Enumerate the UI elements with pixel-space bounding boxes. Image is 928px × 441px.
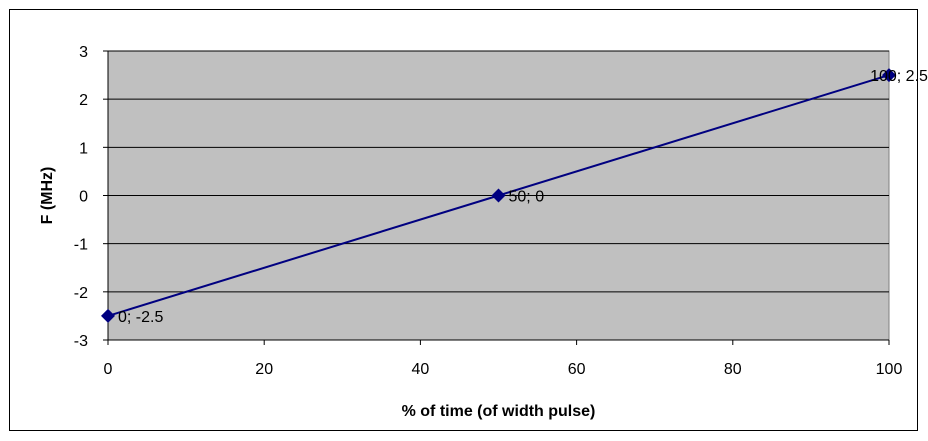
- y-tick-label: 0: [79, 189, 88, 206]
- data-point-marker: [882, 68, 896, 83]
- y-tick-label: -1: [74, 237, 88, 254]
- data-label: 50; 0: [509, 189, 545, 206]
- data-labels: 0; -2.5 50; 0 100; 2.5: [118, 68, 928, 326]
- data-point-marker: [101, 308, 115, 323]
- y-tick-label: -3: [74, 333, 88, 350]
- x-tick-label: 80: [724, 361, 742, 378]
- x-tick-label: 60: [568, 361, 586, 378]
- y-tick-label: 1: [79, 140, 88, 157]
- data-label: 0; -2.5: [118, 309, 163, 326]
- x-tick-label: 40: [412, 361, 430, 378]
- y-tick-label: 3: [79, 44, 88, 61]
- data-label: 100; 2.5: [870, 68, 928, 85]
- x-tick-label: 20: [255, 361, 273, 378]
- x-tick-label: 100: [876, 361, 903, 378]
- x-axis-title: % of time (of width pulse): [402, 403, 596, 420]
- tick-labels: 3 2 1 0 -1 -2 -3 0 20 40 60 80 100: [74, 44, 903, 378]
- y-tick-label: -2: [74, 285, 88, 302]
- y-tick-label: 2: [79, 92, 88, 109]
- y-axis-title: F (MHz): [39, 167, 56, 225]
- data-point-marker: [491, 188, 506, 203]
- data-markers: [101, 68, 896, 323]
- x-tick-label: 0: [104, 361, 113, 378]
- axes: [103, 50, 890, 345]
